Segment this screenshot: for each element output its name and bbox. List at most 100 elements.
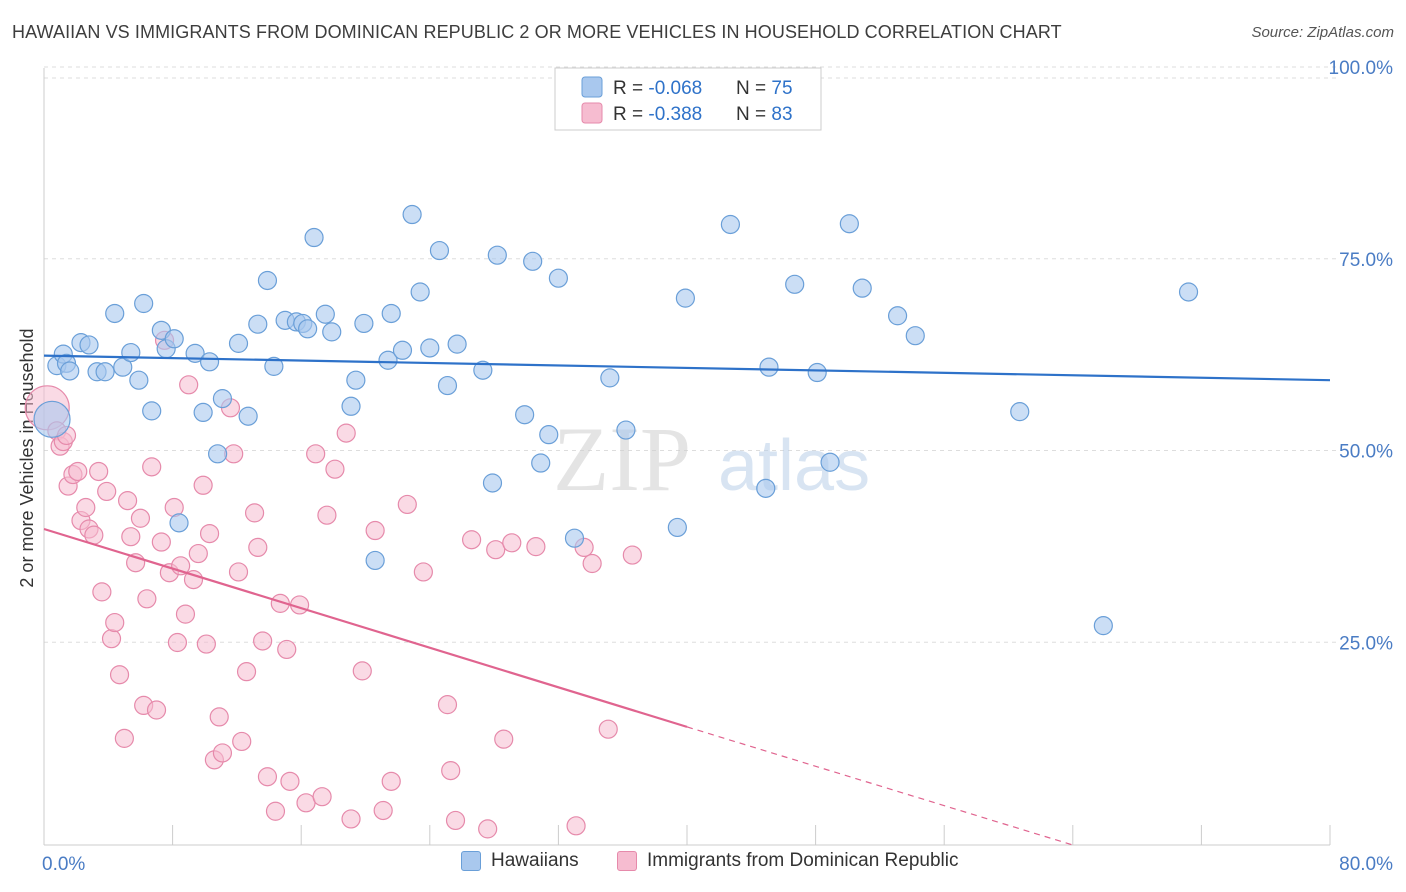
hawaiians-point-60	[667, 517, 687, 538]
hawaiians-point-57	[564, 528, 585, 548]
hawaiians-point-41	[381, 303, 401, 324]
legend-r-label-1: R =	[613, 78, 648, 99]
dominican-point-58	[306, 444, 326, 464]
dominican-point-16	[105, 612, 125, 633]
svg-text:N = 75: N = 75	[736, 78, 793, 99]
hawaiians-point-14	[142, 401, 162, 421]
dominican-point-19	[117, 491, 138, 511]
dominican-point-42	[212, 743, 233, 763]
dominican-point-22	[130, 508, 151, 528]
dominican-point-50	[253, 631, 273, 651]
dominican-point-65	[365, 520, 385, 541]
hawaiians-point-6	[79, 335, 99, 355]
hawaiians-point-70	[887, 306, 908, 326]
dominican-point-64	[352, 661, 372, 681]
dominican-point-41	[209, 707, 229, 727]
hawaiians-point-58	[600, 368, 620, 388]
dominican-point-15	[101, 629, 122, 649]
hawaiians-point-65	[785, 274, 805, 294]
dominican-point-48	[244, 503, 265, 523]
hawaiians-point-64	[759, 357, 779, 377]
dominican-point-81	[582, 553, 602, 574]
hawaiians-point-8	[95, 362, 115, 382]
legend-bottom: Hawaiians Immigrants from Dominican Repu…	[0, 850, 1406, 878]
hawaiians-point-13	[134, 293, 154, 314]
legend-r-value-2: -0.388	[648, 104, 702, 125]
hawaiians-point-61	[675, 288, 695, 308]
dominican-point-25	[142, 457, 162, 477]
legend-n-value-2: 83	[771, 104, 792, 125]
dominican-point-35	[183, 570, 204, 590]
dominican-point-75	[486, 540, 506, 560]
dominican-point-67	[381, 771, 401, 791]
grid-lines	[44, 66, 1340, 643]
legend-label-dominican: Immigrants from Dominican Republic	[647, 850, 959, 871]
legend-swatch-hawaiians-bottom	[461, 851, 481, 871]
hawaiians-point-22	[208, 444, 228, 464]
dominican-point-83	[622, 545, 642, 565]
hawaiians-point-23	[212, 389, 233, 409]
dominican-point-36	[188, 543, 208, 564]
dominican-point-7	[68, 461, 88, 482]
legend-n-label-2: N =	[736, 104, 771, 125]
hawaiians-point-66	[807, 362, 827, 383]
hawaiians-point-62	[720, 214, 741, 235]
watermark: ZIP atlas	[553, 408, 870, 510]
dominican-point-33	[175, 604, 196, 624]
hawaiians-point-20	[193, 402, 213, 423]
dominican-point-18	[114, 728, 134, 748]
legend-top: R = -0.068 N = 75 R = -0.388 N = 83	[554, 67, 822, 131]
hawaiians-point-38	[354, 313, 374, 334]
dominican-point-72	[445, 810, 466, 831]
hawaiians-point-51	[487, 245, 507, 265]
chart-title: HAWAIIAN VS IMMIGRANTS FROM DOMINICAN RE…	[12, 22, 1062, 42]
hawaiians-point-53	[523, 251, 543, 271]
hawaiians-point-28	[264, 356, 284, 376]
hawaiians-point-74	[1178, 282, 1199, 302]
dominican-point-68	[397, 494, 417, 515]
hawaiians-point-49	[473, 360, 493, 380]
dominican-point-66	[373, 800, 393, 821]
hawaiians-point-18	[169, 513, 189, 533]
dominican-point-77	[502, 533, 522, 553]
hawaiians-point-69	[852, 278, 872, 298]
hawaiians-point-35	[322, 322, 342, 342]
x-tick-label-min: 0.0%	[42, 854, 85, 875]
hawaiians-point-0	[33, 400, 71, 438]
dominican-point-74	[478, 819, 498, 839]
hawaiians-point-32	[298, 319, 318, 339]
legend-swatch-hawaiians	[581, 76, 603, 98]
legend-swatch-dominican	[581, 102, 603, 124]
hawaiians-point-12	[129, 370, 149, 390]
watermark-atlas: atlas	[718, 426, 870, 506]
legend-item-dominican: Immigrants from Dominican Republic	[617, 850, 959, 872]
dominican-point-49	[248, 537, 268, 558]
hawaiians-point-54	[531, 453, 551, 473]
legend-item-hawaiians: Hawaiians	[461, 850, 579, 872]
dominican-point-69	[413, 562, 433, 582]
hawaiians-point-63	[756, 478, 776, 498]
tick-labels: 25.0% 50.0% 75.0% 100.0% 0.0% 80.0%	[42, 58, 1393, 875]
dominican-point-24	[137, 589, 157, 609]
hawaiians-point-45	[420, 338, 440, 358]
hawaiians-point-52	[515, 405, 535, 425]
y-tick-label-50: 50.0%	[1339, 442, 1393, 463]
source-label: Source: ZipAtlas.com	[1251, 24, 1394, 41]
dominican-point-31	[167, 632, 188, 653]
x-tick-label-max: 80.0%	[1339, 854, 1393, 875]
legend-swatch-dominican-bottom	[617, 851, 637, 871]
dominican-point-55	[280, 771, 300, 791]
dominican-point-70	[437, 695, 458, 715]
hawaiians-point-50	[482, 473, 503, 493]
hawaiians-point-34	[315, 304, 335, 324]
y-tick-label-100: 100.0%	[1329, 58, 1394, 79]
hawaiians-point-44	[410, 282, 430, 302]
axes	[43, 68, 1331, 846]
dominican-point-27	[151, 532, 171, 552]
legend-r-label-2: R =	[613, 104, 648, 125]
dominican-point-52	[265, 801, 286, 821]
dominican-point-51	[257, 767, 278, 787]
hawaiians-point-71	[905, 326, 925, 346]
dominican-point-13	[92, 582, 112, 602]
